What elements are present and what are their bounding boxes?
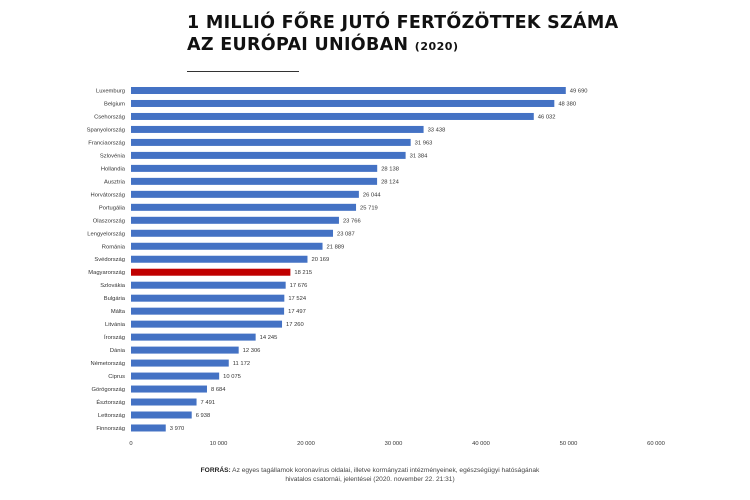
bar bbox=[131, 151, 406, 159]
value-label: 10 075 bbox=[223, 374, 241, 380]
x-tick-label: 50 000 bbox=[560, 441, 578, 447]
bar bbox=[131, 229, 334, 237]
bar bbox=[131, 125, 424, 133]
value-label: 17 260 bbox=[286, 322, 304, 328]
category-label: Dánia bbox=[110, 348, 126, 354]
bar bbox=[131, 203, 357, 211]
bar bbox=[131, 359, 229, 367]
bar bbox=[131, 99, 555, 107]
value-label: 23 087 bbox=[337, 231, 355, 237]
bar bbox=[131, 138, 411, 146]
value-label: 23 766 bbox=[343, 218, 361, 224]
bar bbox=[131, 87, 566, 94]
category-label: Spanyolország bbox=[87, 127, 125, 133]
value-label: 48 380 bbox=[558, 101, 576, 107]
category-label: Horvátország bbox=[91, 192, 125, 198]
value-label: 7 491 bbox=[201, 400, 216, 406]
bar bbox=[131, 242, 323, 250]
bar bbox=[131, 333, 256, 341]
source-note: FORRÁS: Az egyes tagállamok koronavírus … bbox=[200, 466, 540, 484]
value-label: 17 497 bbox=[288, 309, 306, 315]
value-label: 28 124 bbox=[381, 179, 400, 185]
title-line-2: AZ EURÓPAI UNIÓBAN (2020) bbox=[187, 34, 618, 58]
category-label: Szlovákia bbox=[100, 283, 126, 289]
value-label: 17 524 bbox=[288, 296, 307, 302]
category-label: Olaszország bbox=[93, 218, 125, 224]
category-label: Görögország bbox=[91, 387, 125, 393]
bar-highlighted bbox=[131, 268, 291, 276]
category-label: Szlovénia bbox=[100, 153, 126, 159]
category-label: Svédország bbox=[94, 257, 125, 263]
category-label: Franciaország bbox=[88, 140, 125, 146]
category-label: Lettország bbox=[98, 413, 125, 419]
value-label: 14 245 bbox=[260, 335, 278, 341]
value-label: 33 438 bbox=[428, 127, 446, 133]
category-label: Románia bbox=[102, 244, 126, 250]
value-label: 17 676 bbox=[290, 283, 308, 289]
x-tick-label: 30 000 bbox=[385, 441, 403, 447]
x-tick-label: 10 000 bbox=[210, 441, 228, 447]
value-label: 31 963 bbox=[415, 140, 433, 146]
bar bbox=[131, 281, 286, 289]
bar bbox=[131, 398, 197, 406]
bar bbox=[131, 216, 339, 224]
title-line-2-text: AZ EURÓPAI UNIÓBAN bbox=[187, 35, 409, 55]
value-label: 21 889 bbox=[327, 244, 345, 250]
value-label: 6 938 bbox=[196, 413, 211, 419]
value-label: 11 172 bbox=[233, 361, 250, 367]
value-label: 28 138 bbox=[381, 166, 399, 172]
chart-title: 1 MILLIÓ FŐRE JUTÓ FERTŐZÖTTEK SZÁMA AZ … bbox=[187, 12, 618, 58]
value-label: 26 044 bbox=[363, 192, 382, 198]
bar bbox=[131, 346, 239, 354]
bar bbox=[131, 307, 285, 315]
bar bbox=[131, 372, 220, 380]
bar bbox=[131, 177, 378, 185]
category-label: Finnország bbox=[96, 426, 125, 432]
x-tick-label: 40 000 bbox=[472, 441, 490, 447]
bar bbox=[131, 164, 378, 172]
value-label: 31 384 bbox=[410, 153, 429, 159]
value-label: 46 032 bbox=[538, 114, 556, 120]
bar bbox=[131, 320, 283, 328]
bar bbox=[131, 190, 359, 198]
category-label: Bulgária bbox=[104, 296, 126, 302]
value-label: 20 169 bbox=[311, 257, 329, 263]
x-tick-label: 0 bbox=[129, 441, 132, 447]
bar bbox=[131, 294, 285, 302]
category-label: Portugália bbox=[99, 205, 126, 211]
value-label: 18 215 bbox=[294, 270, 312, 276]
category-label: Ausztria bbox=[104, 179, 126, 185]
x-tick-label: 20 000 bbox=[297, 441, 315, 447]
category-label: Csehország bbox=[94, 114, 125, 120]
bar bbox=[131, 385, 207, 393]
source-text: Az egyes tagállamok koronavírus oldalai,… bbox=[232, 467, 540, 483]
title-underline bbox=[187, 71, 299, 72]
category-label: Hollandia bbox=[101, 166, 126, 172]
category-label: Lengyelország bbox=[87, 231, 125, 237]
category-label: Belgium bbox=[104, 101, 125, 107]
value-label: 3 970 bbox=[170, 426, 185, 432]
bar bbox=[131, 411, 192, 419]
value-label: 49 690 bbox=[570, 89, 588, 95]
title-year: (2020) bbox=[414, 40, 459, 53]
bar bbox=[131, 112, 534, 120]
value-label: 12 306 bbox=[243, 348, 261, 354]
value-label: 25 719 bbox=[360, 205, 378, 211]
category-label: Magyarország bbox=[88, 270, 125, 276]
category-label: Litvánia bbox=[105, 322, 126, 328]
category-label: Ciprus bbox=[108, 374, 125, 380]
category-label: Málta bbox=[111, 309, 126, 315]
value-label: 8 684 bbox=[211, 387, 226, 393]
category-label: Észtország bbox=[96, 399, 125, 406]
bar bbox=[131, 424, 166, 432]
title-line-1: 1 MILLIÓ FŐRE JUTÓ FERTŐZÖTTEK SZÁMA bbox=[187, 13, 619, 33]
category-label: Németország bbox=[91, 361, 125, 367]
category-label: Írország bbox=[104, 334, 125, 341]
bar bbox=[131, 255, 308, 263]
category-label: Luxemburg bbox=[96, 89, 125, 95]
source-label: FORRÁS: bbox=[200, 467, 231, 474]
x-tick-label: 60 000 bbox=[647, 441, 665, 447]
